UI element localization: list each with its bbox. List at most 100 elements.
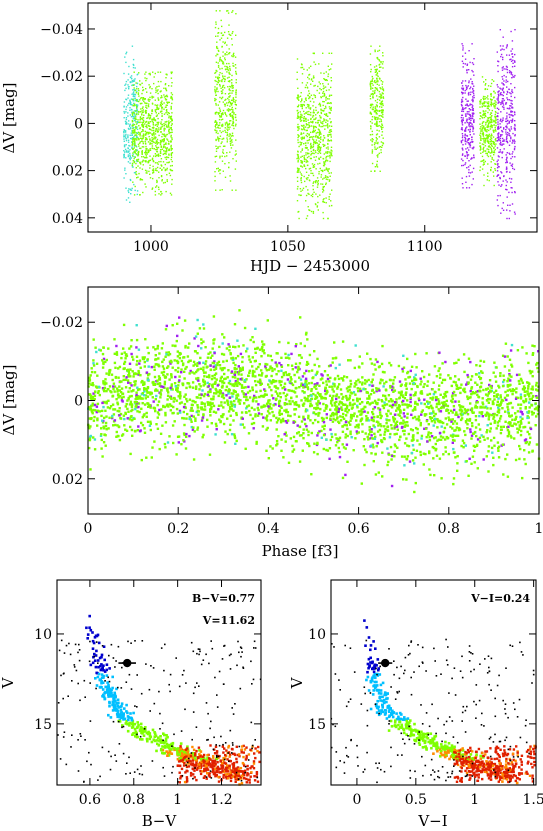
lightcurve-point <box>464 107 466 110</box>
lightcurve-point <box>302 132 305 134</box>
lightcurve-point <box>145 71 147 73</box>
lightcurve-point <box>224 75 226 78</box>
phase-point <box>371 443 375 446</box>
lightcurve-point <box>312 174 315 177</box>
lightcurve-point <box>139 116 142 118</box>
lightcurve-point <box>369 112 371 115</box>
lightcurve-point <box>497 60 499 62</box>
phase-point <box>403 429 406 433</box>
phase-point <box>100 438 103 442</box>
lightcurve-point <box>319 102 321 105</box>
lightcurve-point <box>235 70 237 73</box>
lightcurve-point <box>501 131 504 133</box>
lightcurve-point <box>491 126 493 129</box>
lightcurve-point <box>486 141 489 143</box>
lightcurve-point <box>297 111 299 114</box>
phase-point <box>278 413 281 416</box>
lightcurve-point <box>471 69 473 72</box>
lightcurve-point <box>323 137 326 139</box>
phase-point <box>496 441 500 444</box>
phase-point <box>454 381 457 384</box>
lightcurve-point <box>166 139 169 141</box>
lightcurve-point <box>232 115 234 117</box>
lightcurve-point <box>131 132 134 134</box>
lightcurve-point <box>496 160 498 163</box>
lightcurve-point <box>506 135 508 137</box>
phase-point <box>375 387 378 390</box>
phase-point <box>427 433 430 436</box>
lightcurve-point <box>491 79 493 81</box>
phase-point <box>253 394 256 398</box>
lightcurve-point <box>165 143 167 145</box>
lightcurve-point <box>131 109 133 111</box>
lightcurve-point <box>224 78 226 81</box>
lightcurve-point <box>374 49 376 51</box>
lightcurve-point <box>171 138 173 141</box>
phase-point <box>130 384 133 387</box>
lightcurve-point <box>218 74 221 76</box>
lightcurve-point <box>488 133 490 136</box>
lightcurve-xtick-label: 1050 <box>270 239 306 255</box>
lightcurve-point <box>498 127 500 130</box>
phase-point <box>329 408 332 411</box>
lightcurve-point <box>490 161 492 163</box>
lightcurve-point <box>484 84 486 86</box>
lightcurve-point <box>304 126 307 128</box>
lightcurve-point <box>499 194 501 197</box>
phase-point <box>395 425 399 428</box>
lightcurve-point <box>145 160 147 162</box>
lightcurve-point <box>314 203 317 205</box>
phase-point <box>200 347 203 350</box>
phase-point <box>531 352 535 355</box>
lightcurve-point <box>377 125 379 127</box>
lightcurve-point <box>229 89 231 92</box>
phase-point <box>389 364 393 367</box>
phase-point <box>341 430 345 433</box>
phase-point <box>431 388 434 391</box>
lightcurve-point <box>328 102 330 104</box>
phase-point <box>196 369 199 372</box>
lightcurve-point <box>461 164 463 167</box>
phase-point <box>325 448 328 452</box>
lightcurve-point <box>508 177 511 180</box>
phase-point <box>276 387 280 390</box>
lightcurve-point <box>466 104 468 106</box>
phase-point <box>191 428 195 431</box>
lightcurve-point <box>216 130 218 132</box>
lightcurve-point <box>123 155 125 158</box>
lightcurve-point <box>471 136 473 138</box>
phase-point <box>212 404 216 408</box>
lightcurve-point <box>482 147 485 150</box>
lightcurve-point <box>131 187 133 190</box>
lightcurve-point <box>483 146 485 149</box>
lightcurve-point <box>145 150 147 152</box>
lightcurve-point <box>214 161 217 163</box>
phase-point <box>402 354 405 357</box>
lightcurve-point <box>375 111 378 114</box>
lightcurve-point <box>169 116 172 118</box>
lightcurve-point <box>481 143 484 145</box>
lightcurve-point <box>330 108 332 110</box>
lightcurve-point <box>511 40 514 42</box>
phase-point <box>305 363 308 366</box>
lightcurve-point <box>509 105 511 107</box>
lightcurve-point <box>464 163 466 166</box>
lightcurve-point <box>510 93 512 95</box>
lightcurve-point <box>323 135 325 137</box>
lightcurve-point <box>479 147 482 149</box>
lightcurve-point <box>483 141 485 143</box>
lightcurve-point <box>296 110 298 112</box>
phase-point <box>180 368 183 371</box>
lightcurve-point <box>378 60 381 62</box>
lightcurve-point <box>297 95 299 97</box>
phase-point <box>376 360 379 364</box>
phase-point <box>390 484 394 488</box>
lightcurve-point <box>314 150 316 152</box>
lightcurve-point <box>479 103 481 105</box>
lightcurve-point <box>160 128 162 130</box>
lightcurve-point <box>490 121 492 123</box>
lightcurve-point <box>171 71 173 73</box>
lightcurve-point <box>229 80 231 82</box>
lightcurve-point <box>306 160 308 162</box>
phase-point <box>261 340 264 343</box>
